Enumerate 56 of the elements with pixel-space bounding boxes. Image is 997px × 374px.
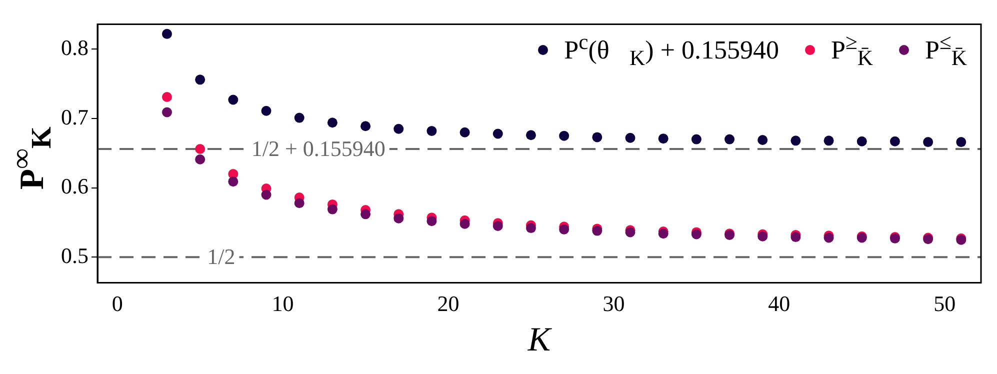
x-tick-label: 10 [272, 290, 294, 316]
point [327, 118, 338, 128]
point [923, 137, 934, 148]
point [658, 228, 668, 239]
point [526, 130, 536, 140]
point [526, 223, 536, 234]
point [724, 134, 735, 144]
x-tick-label: 0 [112, 290, 123, 316]
y-tick-label: 0.7 [61, 104, 88, 130]
point [394, 124, 404, 134]
point [162, 28, 172, 39]
x-tick-label: 30 [602, 290, 625, 316]
x-axis-title: K [526, 322, 553, 359]
point [790, 232, 801, 242]
x-tick-label: 50 [934, 290, 956, 316]
point [492, 220, 503, 231]
point [261, 106, 272, 116]
legend-label: P$^{c}$(θ⃗$_{K}$) + 0.155940 [564, 30, 779, 71]
point [890, 136, 900, 146]
point [625, 132, 636, 143]
point [162, 92, 172, 102]
point [360, 121, 371, 132]
point [394, 213, 404, 224]
point [327, 204, 338, 214]
point [790, 136, 801, 146]
point [824, 136, 834, 146]
point [261, 190, 272, 200]
point [559, 130, 570, 141]
y-tick-label: 0.6 [61, 174, 88, 199]
ref-line-label: 1/2 [207, 244, 236, 269]
point [228, 176, 238, 187]
point [658, 134, 668, 144]
point [592, 132, 602, 142]
x-tick-label: 20 [437, 290, 460, 316]
point [426, 126, 437, 136]
point [492, 128, 503, 139]
y-tick-label: 0.8 [61, 34, 88, 60]
point [856, 136, 867, 146]
point [426, 216, 437, 226]
point [460, 127, 470, 138]
point [228, 94, 238, 105]
point [294, 198, 304, 208]
point [559, 224, 570, 234]
point [691, 134, 702, 144]
point [956, 137, 966, 148]
x-tick-label: 40 [768, 290, 790, 316]
point [195, 154, 206, 164]
ref-line-label: 1/2 + 0.155940 [251, 136, 386, 161]
point [758, 134, 768, 145]
point [294, 112, 304, 123]
point [460, 218, 470, 229]
point [162, 107, 172, 118]
point [195, 74, 206, 85]
point [195, 144, 206, 154]
y-tick-label: 0.5 [61, 242, 88, 268]
point [360, 209, 371, 220]
